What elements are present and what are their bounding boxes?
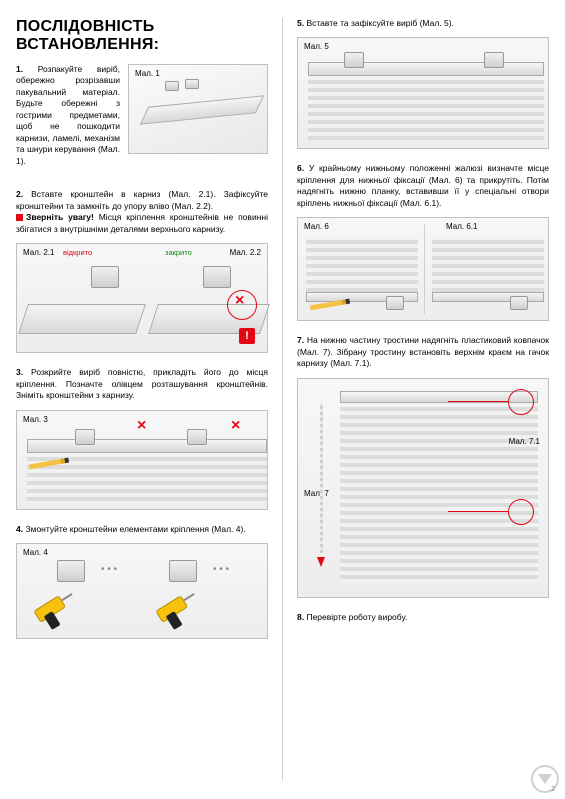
figure-5-label: Мал. 5 bbox=[304, 42, 329, 51]
step-3-body: Розкрийте виріб повністю, прикладіть йог… bbox=[16, 367, 268, 400]
step-6-text: 6. У крайньому нижньому положенні жалюзі… bbox=[297, 163, 549, 209]
step-1-text: 1. Розпакуйте виріб, обережно розрізавши… bbox=[16, 64, 120, 167]
step-2-text: 2. Вставте кронштейн в карниз (Мал. 2.1)… bbox=[16, 189, 268, 235]
figure-7: Мал. 7 Мал. 7.1 bbox=[297, 378, 549, 598]
alert-icon: ! bbox=[239, 328, 255, 344]
figure-7-label: Мал. 7 bbox=[304, 489, 329, 498]
figure-71-label: Мал. 7.1 bbox=[509, 437, 540, 446]
step-7-body: На нижню частину тростини надягніть плас… bbox=[297, 335, 549, 368]
figure-5: Мал. 5 bbox=[297, 37, 549, 149]
drill-icon bbox=[33, 589, 82, 633]
figure-21-label: Мал. 2.1 bbox=[23, 248, 54, 257]
step-7-num: 7. bbox=[297, 335, 304, 345]
figure-6-label: Мал. 6 bbox=[304, 222, 329, 231]
left-column: ПОСЛІДОВНІСТЬ ВСТАНОВЛЕННЯ: 1. Розпакуйт… bbox=[16, 18, 268, 781]
step-8-num: 8. bbox=[297, 612, 304, 622]
step-4-body: Змонтуйте кронштейни елементами кріпленн… bbox=[25, 524, 245, 534]
figure-22-label: Мал. 2.2 bbox=[230, 248, 261, 257]
step-1: 1. Розпакуйте виріб, обережно розрізавши… bbox=[16, 64, 268, 175]
step-3-num: 3. bbox=[16, 367, 23, 377]
figure-3-label: Мал. 3 bbox=[23, 415, 48, 424]
x-mark-icon: × bbox=[137, 417, 146, 435]
step-8-body: Перевірте роботу виробу. bbox=[306, 612, 407, 622]
figure-2: Мал. 2.1 відкрито закрито Мал. 2.2 × ! bbox=[16, 243, 268, 353]
step-2-warn-label: Зверніть увагу! bbox=[26, 212, 94, 222]
page-number: 2 bbox=[551, 786, 555, 793]
drill-icon bbox=[155, 589, 204, 633]
column-divider bbox=[282, 18, 283, 781]
step-1-num: 1. bbox=[16, 64, 23, 74]
figure-1: Мал. 1 bbox=[128, 64, 268, 154]
x-mark-icon: × bbox=[235, 292, 244, 310]
step-8-text: 8. Перевірте роботу виробу. bbox=[297, 612, 549, 623]
warning-icon bbox=[16, 214, 23, 221]
step-4-text: 4. Змонтуйте кронштейни елементами кріпл… bbox=[16, 524, 268, 535]
step-7-text: 7. На нижню частину тростини надягніть п… bbox=[297, 335, 549, 369]
step-6-num: 6. bbox=[297, 163, 304, 173]
cap-icon bbox=[317, 557, 325, 567]
figure-3: Мал. 3 × × bbox=[16, 410, 268, 510]
step-2-num: 2. bbox=[16, 189, 23, 199]
page-title: ПОСЛІДОВНІСТЬ ВСТАНОВЛЕННЯ: bbox=[16, 18, 268, 54]
figure-1-label: Мал. 1 bbox=[135, 69, 160, 78]
figure-4-label: Мал. 4 bbox=[23, 548, 48, 557]
figure-61-label: Мал. 6.1 bbox=[446, 222, 477, 231]
right-column: 5. Вставте та зафіксуйте виріб (Мал. 5).… bbox=[297, 18, 549, 781]
step-6-body: У крайньому нижньому положенні жалюзі ви… bbox=[297, 163, 549, 207]
label-open: відкрито bbox=[63, 248, 92, 257]
x-mark-icon: × bbox=[231, 417, 240, 435]
step-2-body: Вставте кронштейн в карниз (Мал. 2.1). З… bbox=[16, 189, 268, 210]
label-closed: закрито bbox=[165, 248, 192, 257]
step-1-body: Розпакуйте виріб, обережно розрізавши па… bbox=[16, 64, 120, 166]
step-5-text: 5. Вставте та зафіксуйте виріб (Мал. 5). bbox=[297, 18, 549, 29]
wand-icon bbox=[320, 403, 323, 553]
step-5-body: Вставте та зафіксуйте виріб (Мал. 5). bbox=[306, 18, 453, 28]
step-4-num: 4. bbox=[16, 524, 23, 534]
figure-4: Мал. 4 • • • • • • bbox=[16, 543, 268, 639]
step-3-text: 3. Розкрийте виріб повністю, прикладіть … bbox=[16, 367, 268, 401]
step-5-num: 5. bbox=[297, 18, 304, 28]
figure-6: Мал. 6 Мал. 6.1 bbox=[297, 217, 549, 321]
